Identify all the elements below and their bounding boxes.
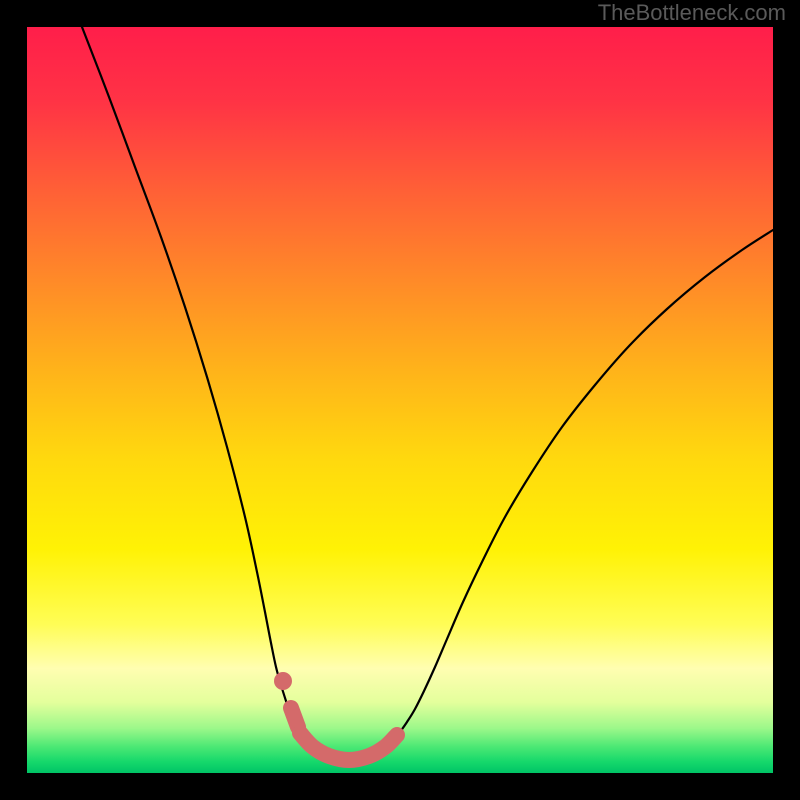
curve-layer <box>27 27 773 773</box>
bottleneck-curve <box>82 27 773 761</box>
chart-frame: TheBottleneck.com <box>0 0 800 800</box>
watermark-text: TheBottleneck.com <box>598 0 786 26</box>
highlight-marker <box>274 672 397 760</box>
plot-area <box>27 27 773 773</box>
